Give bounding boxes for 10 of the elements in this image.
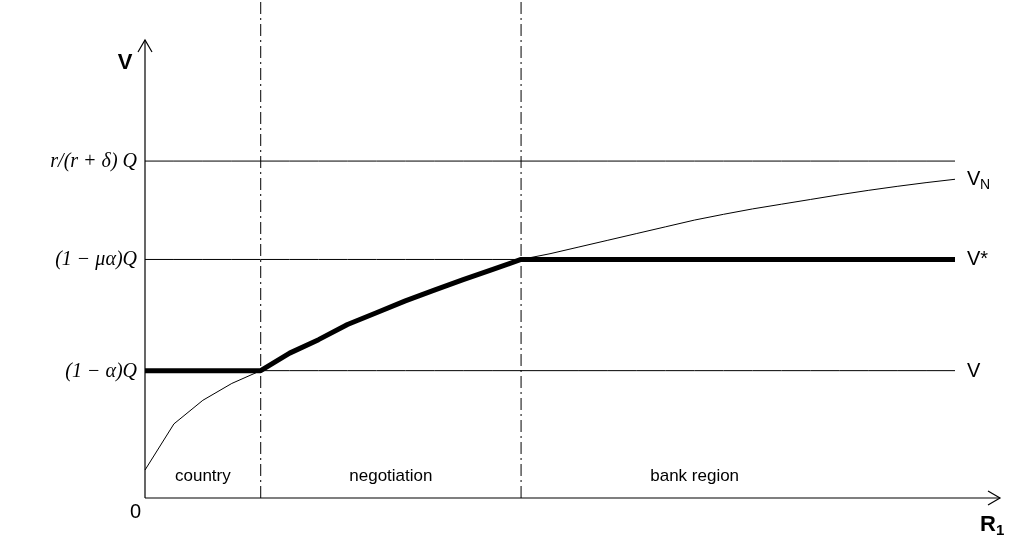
annotation: bank region (650, 466, 740, 485)
y-axis-title: V (117, 49, 133, 74)
annotation: negotiation (349, 466, 433, 485)
series-label: V* (967, 247, 989, 270)
annotation: country (174, 466, 232, 485)
text: 0 (129, 500, 141, 522)
text: (1 − α)Q (65, 358, 138, 382)
series-label: V (967, 358, 981, 381)
text: r/(r + δ) Q (50, 149, 138, 173)
text: (1 − μα)Q (55, 247, 138, 271)
